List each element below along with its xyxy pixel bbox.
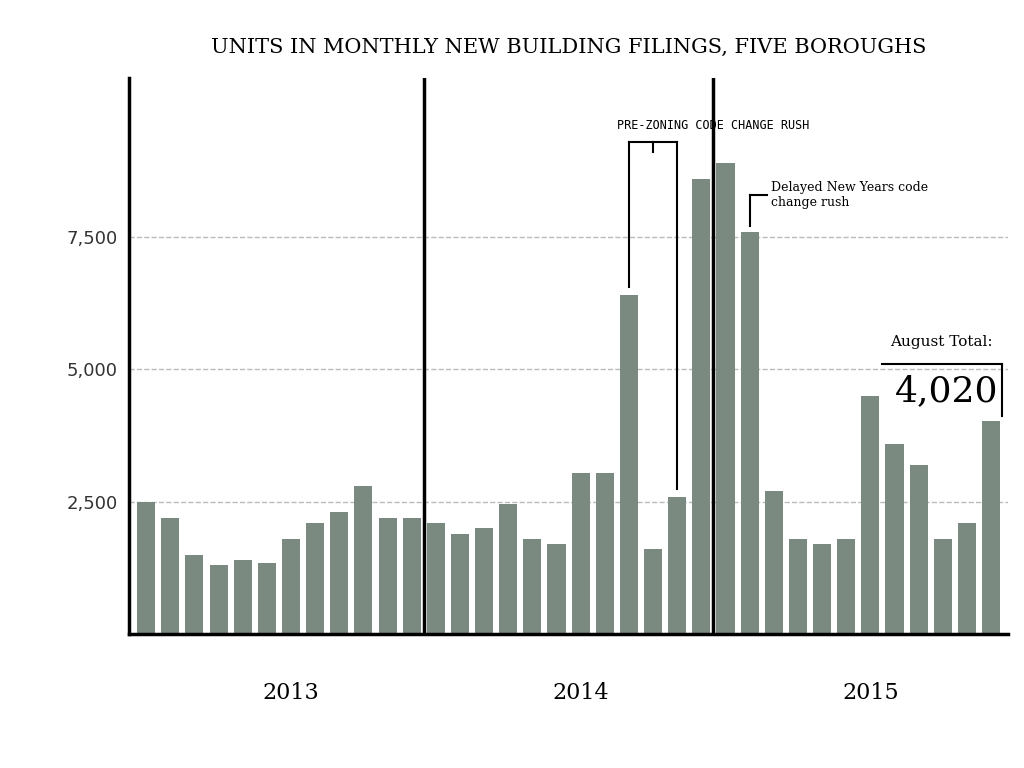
Bar [909, 465, 928, 634]
Bar [982, 422, 1000, 634]
Bar [451, 534, 469, 634]
Text: Delayed New Years code
change rush: Delayed New Years code change rush [771, 180, 929, 209]
Bar [330, 512, 348, 634]
Bar [669, 496, 686, 634]
Bar [137, 502, 156, 634]
Bar [644, 549, 663, 634]
Bar [740, 232, 759, 634]
Bar [813, 545, 831, 634]
Bar [861, 396, 880, 634]
Text: 2015: 2015 [842, 682, 899, 704]
Bar [717, 163, 734, 634]
Bar [886, 444, 903, 634]
Bar [548, 545, 565, 634]
Bar [354, 486, 373, 634]
Bar [210, 565, 227, 634]
Text: August Total:: August Total: [890, 336, 992, 349]
Bar [692, 179, 711, 634]
Title: UNITS IN MONTHLY NEW BUILDING FILINGS, FIVE BOROUGHS: UNITS IN MONTHLY NEW BUILDING FILINGS, F… [211, 38, 927, 57]
Bar [523, 539, 542, 634]
Bar [957, 523, 976, 634]
Bar [475, 528, 494, 634]
Bar [161, 518, 179, 634]
Text: 2014: 2014 [552, 682, 609, 704]
Text: 2013: 2013 [262, 682, 319, 704]
Text: 4,020: 4,020 [895, 375, 998, 409]
Bar [233, 560, 252, 634]
Bar [620, 295, 638, 634]
Bar [765, 492, 783, 634]
Bar [571, 472, 590, 634]
Bar [379, 518, 396, 634]
Bar [402, 518, 421, 634]
Bar [427, 523, 444, 634]
Bar [282, 539, 300, 634]
Bar [306, 523, 325, 634]
Text: PRE-ZONING CODE CHANGE RUSH: PRE-ZONING CODE CHANGE RUSH [616, 119, 809, 132]
Bar [788, 539, 807, 634]
Bar [838, 539, 855, 634]
Bar [500, 505, 517, 634]
Bar [596, 472, 613, 634]
Bar [258, 563, 275, 634]
Bar [185, 554, 204, 634]
Bar [934, 539, 952, 634]
